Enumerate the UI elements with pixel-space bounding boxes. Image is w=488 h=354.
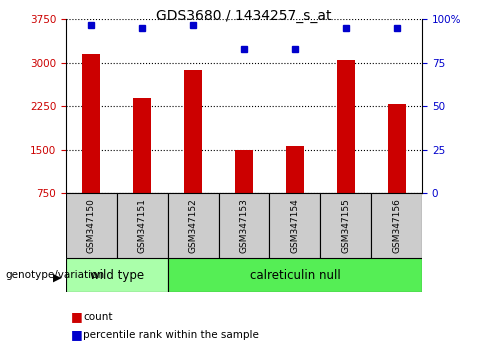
Text: ▶: ▶	[53, 273, 61, 283]
Text: percentile rank within the sample: percentile rank within the sample	[83, 330, 259, 339]
Bar	[66, 258, 168, 292]
Text: GSM347150: GSM347150	[87, 198, 96, 253]
Text: genotype/variation: genotype/variation	[5, 270, 104, 280]
Text: ■: ■	[71, 310, 82, 323]
Text: calreticulin null: calreticulin null	[249, 269, 340, 282]
Bar	[337, 60, 355, 193]
Text: GSM347153: GSM347153	[240, 198, 248, 253]
Text: GSM347151: GSM347151	[138, 198, 147, 253]
Bar	[286, 145, 304, 193]
Text: GSM347155: GSM347155	[341, 198, 350, 253]
Text: count: count	[83, 312, 112, 322]
Text: wild type: wild type	[90, 269, 144, 282]
Bar	[133, 97, 151, 193]
Text: GSM347156: GSM347156	[392, 198, 401, 253]
Bar	[168, 258, 422, 292]
Bar	[82, 54, 100, 193]
Bar	[66, 193, 117, 258]
Text: GSM347152: GSM347152	[188, 198, 198, 253]
Bar	[117, 193, 168, 258]
Bar	[320, 193, 371, 258]
Text: GSM347154: GSM347154	[290, 198, 300, 253]
Bar	[235, 150, 253, 193]
Bar	[184, 70, 202, 193]
Bar	[168, 193, 219, 258]
Text: ■: ■	[71, 328, 82, 341]
Bar	[269, 193, 320, 258]
Bar	[219, 193, 269, 258]
Text: GDS3680 / 1434257_s_at: GDS3680 / 1434257_s_at	[156, 9, 332, 23]
Bar	[388, 104, 406, 193]
Bar	[371, 193, 422, 258]
